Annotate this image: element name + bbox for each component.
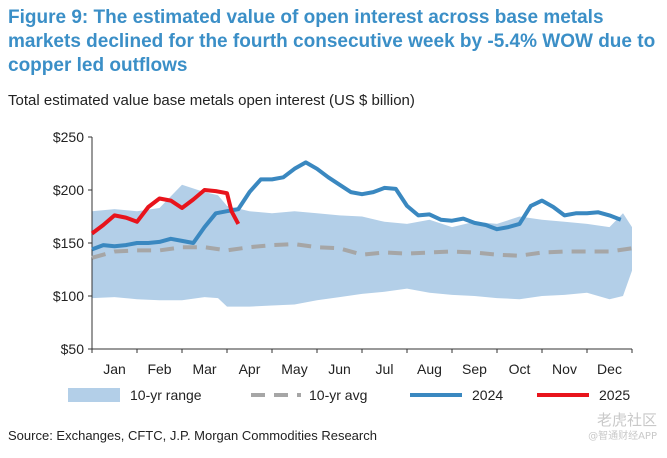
x-tick-label: Mar <box>192 361 216 377</box>
y-tick-label: $100 <box>53 288 84 304</box>
x-tick-label: Jan <box>103 361 126 377</box>
x-tick-label: May <box>281 361 307 377</box>
legend-label: 2024 <box>472 387 503 403</box>
series-line-2024 <box>91 160 622 252</box>
y-tick-label: $200 <box>53 182 84 198</box>
legend-swatch-range <box>68 388 120 402</box>
series-line-2025 <box>90 188 241 236</box>
x-tick-label: Aug <box>417 361 442 377</box>
range-band <box>92 184 632 307</box>
watermark-line1: 老虎社区 <box>596 411 657 429</box>
source-note: Source: Exchanges, CFTC, J.P. Morgan Com… <box>8 428 377 443</box>
x-tick-label: Feb <box>147 361 171 377</box>
x-tick-label: Dec <box>597 361 622 377</box>
x-tick-label: Sep <box>462 361 487 377</box>
chart-subtitle: Total estimated value base metals open i… <box>8 92 415 109</box>
legend-label: 10-yr avg <box>309 387 367 403</box>
y-tick-label: $50 <box>61 341 85 357</box>
x-tick-label: Jun <box>328 361 351 377</box>
chart-title: Figure 9: The estimated value of open in… <box>8 7 656 76</box>
x-tick-label: Apr <box>239 361 261 377</box>
watermark-line2: @智通财经APP <box>588 431 657 442</box>
y-tick-label: $150 <box>53 235 84 251</box>
legend-label: 2025 <box>599 387 630 403</box>
x-tick-label: Jul <box>376 361 394 377</box>
legend-label: 10-yr range <box>130 387 202 403</box>
y-tick-label: $250 <box>53 129 84 145</box>
x-tick-label: Oct <box>509 361 531 377</box>
watermark-logo: 老虎社区 @智通财经APP <box>537 410 657 450</box>
x-tick-label: Nov <box>552 361 577 377</box>
